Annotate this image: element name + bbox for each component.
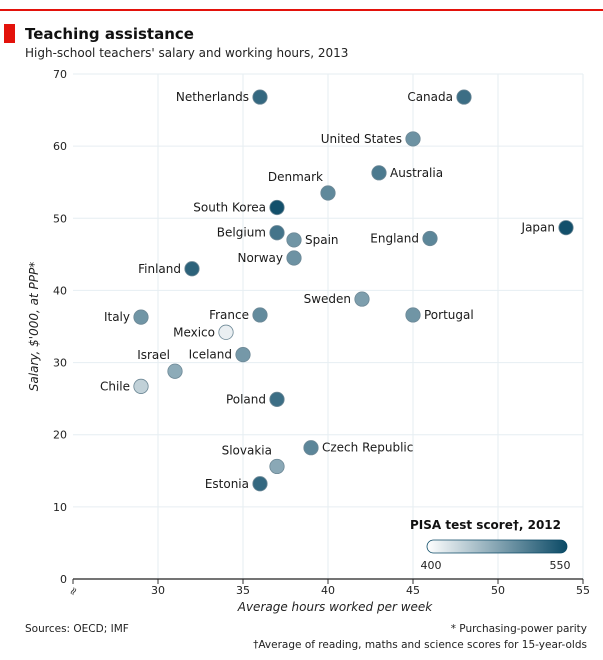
label-south-korea: South Korea bbox=[193, 200, 266, 214]
y-tick-label: 60 bbox=[53, 140, 67, 153]
color-legend-title: PISA test score†, 2012 bbox=[410, 518, 561, 532]
label-poland: Poland bbox=[226, 392, 266, 406]
label-portugal: Portugal bbox=[424, 308, 474, 322]
y-tick-label: 0 bbox=[60, 573, 67, 586]
x-tick-label: 30 bbox=[151, 584, 165, 597]
point-sweden bbox=[354, 291, 370, 307]
y-tick-label: 30 bbox=[53, 357, 67, 370]
x-axis-label: Average hours worked per week bbox=[237, 600, 434, 614]
color-scale-min-label: 400 bbox=[421, 559, 442, 572]
point-portugal bbox=[405, 307, 421, 323]
label-norway: Norway bbox=[237, 251, 283, 265]
brand-tag bbox=[4, 24, 15, 43]
label-czech-republic: Czech Republic bbox=[322, 441, 413, 455]
label-mexico: Mexico bbox=[173, 325, 215, 339]
label-france: France bbox=[209, 308, 249, 322]
y-tick-label: 20 bbox=[53, 429, 67, 442]
label-japan: Japan bbox=[521, 221, 555, 235]
label-chile: Chile bbox=[100, 379, 130, 393]
chart-subtitle: High-school teachers' salary and working… bbox=[25, 46, 349, 60]
point-england bbox=[422, 230, 438, 247]
label-slovakia: Slovakia bbox=[222, 443, 272, 457]
label-sweden: Sweden bbox=[304, 292, 351, 306]
label-netherlands: Netherlands bbox=[176, 90, 249, 104]
axes: 0 10 20 30 40 50 60 70 30 35 40 45 50 55 ≈ Average hour… bbox=[27, 68, 590, 614]
footnote-pisa: †Average of reading, maths and science s… bbox=[253, 639, 587, 651]
label-spain: Spain bbox=[305, 233, 339, 247]
x-tick-label: 55 bbox=[576, 584, 590, 597]
footnote-ppp: * Purchasing-power parity bbox=[450, 623, 587, 635]
label-estonia: Estonia bbox=[205, 477, 249, 491]
label-finland: Finland bbox=[138, 262, 181, 276]
top-rule bbox=[0, 9, 603, 11]
point-slovakia bbox=[269, 458, 285, 475]
point-chile bbox=[133, 378, 149, 394]
sources-note: Sources: OECD; IMF bbox=[25, 623, 129, 635]
y-tick-label: 50 bbox=[53, 212, 67, 225]
point-norway bbox=[286, 250, 302, 266]
point-spain bbox=[286, 232, 302, 248]
label-united-states: United States bbox=[321, 132, 402, 146]
y-tick-label: 10 bbox=[53, 501, 67, 514]
color-legend: PISA test score†, 2012 400 550 bbox=[410, 518, 571, 572]
point-italy bbox=[133, 309, 149, 325]
x-tick-label: 45 bbox=[406, 584, 420, 597]
point-south-korea bbox=[269, 199, 285, 216]
data-points: Netherlands Canada United States Australia D… bbox=[100, 89, 574, 492]
label-australia: Australia bbox=[390, 166, 443, 180]
label-canada: Canada bbox=[407, 90, 453, 104]
x-tick-label: 35 bbox=[236, 584, 250, 597]
chart-title: Teaching assistance bbox=[25, 25, 194, 43]
y-tick-label: 40 bbox=[53, 284, 67, 297]
x-tick-label: 40 bbox=[321, 584, 335, 597]
scatter-chart: 0 10 20 30 40 50 60 70 30 35 40 45 50 55 ≈ Average hour… bbox=[27, 68, 590, 614]
color-scale-bar bbox=[426, 539, 568, 554]
point-japan bbox=[558, 220, 574, 236]
x-tick-label: 50 bbox=[491, 584, 505, 597]
point-united-states bbox=[405, 131, 421, 147]
point-france bbox=[252, 307, 268, 323]
label-england: England bbox=[370, 231, 419, 245]
point-estonia bbox=[252, 476, 268, 492]
point-netherlands bbox=[252, 89, 268, 105]
label-iceland: Iceland bbox=[189, 348, 232, 362]
point-belgium bbox=[269, 225, 285, 241]
grid-lines bbox=[73, 73, 584, 579]
point-canada bbox=[456, 89, 472, 105]
label-israel: Israel bbox=[137, 348, 170, 362]
point-iceland bbox=[235, 347, 251, 363]
y-tick-label: 70 bbox=[53, 68, 67, 81]
point-finland bbox=[184, 261, 200, 277]
y-axis-label: Salary, $'000, at PPP* bbox=[27, 262, 41, 391]
label-belgium: Belgium bbox=[217, 226, 266, 240]
color-scale-max-label: 550 bbox=[550, 559, 571, 572]
label-italy: Italy bbox=[104, 310, 130, 324]
point-denmark bbox=[320, 185, 336, 201]
label-denmark: Denmark bbox=[268, 170, 323, 184]
point-czech-republic bbox=[303, 440, 319, 456]
axis-break-symbol: ≈ bbox=[65, 584, 81, 598]
point-israel bbox=[167, 363, 183, 379]
point-mexico bbox=[218, 324, 234, 340]
point-australia bbox=[371, 165, 387, 181]
point-poland bbox=[269, 391, 285, 407]
